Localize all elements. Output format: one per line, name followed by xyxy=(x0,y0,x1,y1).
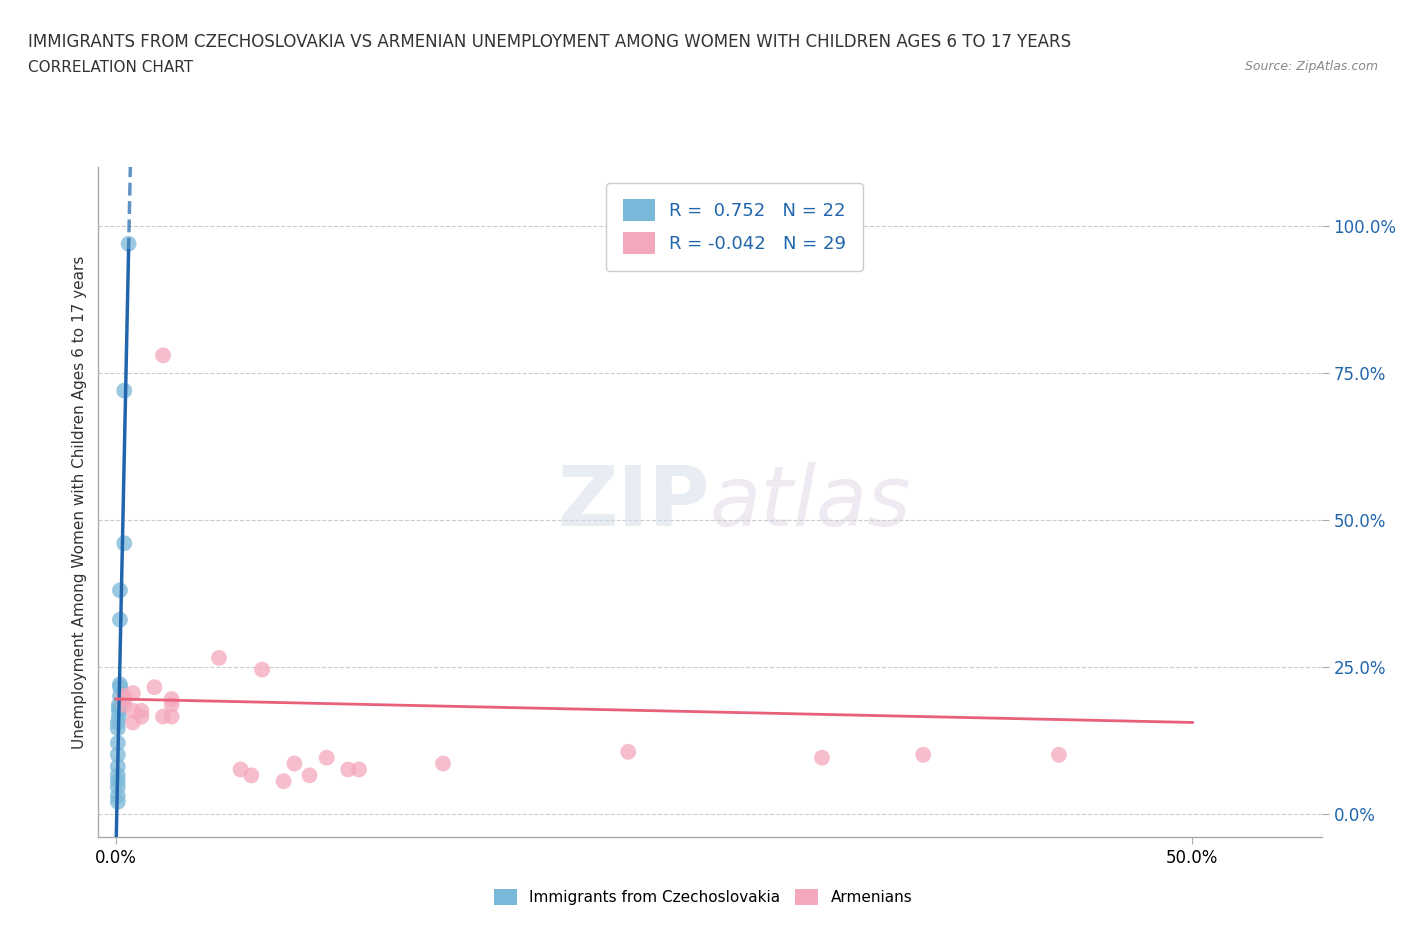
Point xyxy=(107,774,129,789)
Point xyxy=(347,762,370,777)
Point xyxy=(273,774,295,789)
Point xyxy=(315,751,337,765)
Point xyxy=(108,583,131,598)
Point xyxy=(117,236,139,251)
Point xyxy=(152,348,174,363)
Point xyxy=(107,736,129,751)
Point xyxy=(811,751,834,765)
Point xyxy=(131,703,153,718)
Point xyxy=(283,756,305,771)
Point xyxy=(1047,748,1070,763)
Point xyxy=(107,779,129,794)
Point xyxy=(912,748,935,763)
Point xyxy=(617,744,640,759)
Point xyxy=(108,680,131,695)
Point xyxy=(107,768,129,783)
Point xyxy=(160,692,183,707)
Text: CORRELATION CHART: CORRELATION CHART xyxy=(28,60,193,75)
Point xyxy=(240,768,263,783)
Point xyxy=(122,715,145,730)
Point xyxy=(108,703,131,718)
Point xyxy=(107,721,129,736)
Text: Source: ZipAtlas.com: Source: ZipAtlas.com xyxy=(1244,60,1378,73)
Point xyxy=(160,698,183,712)
Point xyxy=(107,794,129,809)
Point xyxy=(112,692,135,707)
Point xyxy=(108,700,131,715)
Point xyxy=(122,685,145,700)
Point xyxy=(107,789,129,804)
Point xyxy=(122,703,145,718)
Point xyxy=(112,698,135,712)
Text: IMMIGRANTS FROM CZECHOSLOVAKIA VS ARMENIAN UNEMPLOYMENT AMONG WOMEN WITH CHILDRE: IMMIGRANTS FROM CZECHOSLOVAKIA VS ARMENI… xyxy=(28,33,1071,50)
Point xyxy=(112,383,135,398)
Point xyxy=(160,710,183,724)
Point xyxy=(432,756,454,771)
Text: ZIP: ZIP xyxy=(558,461,710,543)
Point xyxy=(152,710,174,724)
Point xyxy=(108,698,131,712)
Point xyxy=(108,688,131,703)
Point xyxy=(107,759,129,774)
Legend: Immigrants from Czechoslovakia, Armenians: Immigrants from Czechoslovakia, Armenian… xyxy=(486,882,920,913)
Point xyxy=(250,662,273,677)
Point xyxy=(108,677,131,692)
Point xyxy=(107,748,129,763)
Point xyxy=(208,650,231,665)
Point xyxy=(112,688,135,703)
Y-axis label: Unemployment Among Women with Children Ages 6 to 17 years: Unemployment Among Women with Children A… xyxy=(72,256,87,749)
Point xyxy=(298,768,321,783)
Point xyxy=(108,612,131,627)
Legend: R =  0.752   N = 22, R = -0.042   N = 29: R = 0.752 N = 22, R = -0.042 N = 29 xyxy=(606,183,863,271)
Point xyxy=(143,680,166,695)
Point xyxy=(337,762,360,777)
Point xyxy=(229,762,252,777)
Text: atlas: atlas xyxy=(710,461,911,543)
Point xyxy=(112,536,135,551)
Point xyxy=(107,715,129,730)
Point xyxy=(108,710,131,724)
Point xyxy=(131,710,153,724)
